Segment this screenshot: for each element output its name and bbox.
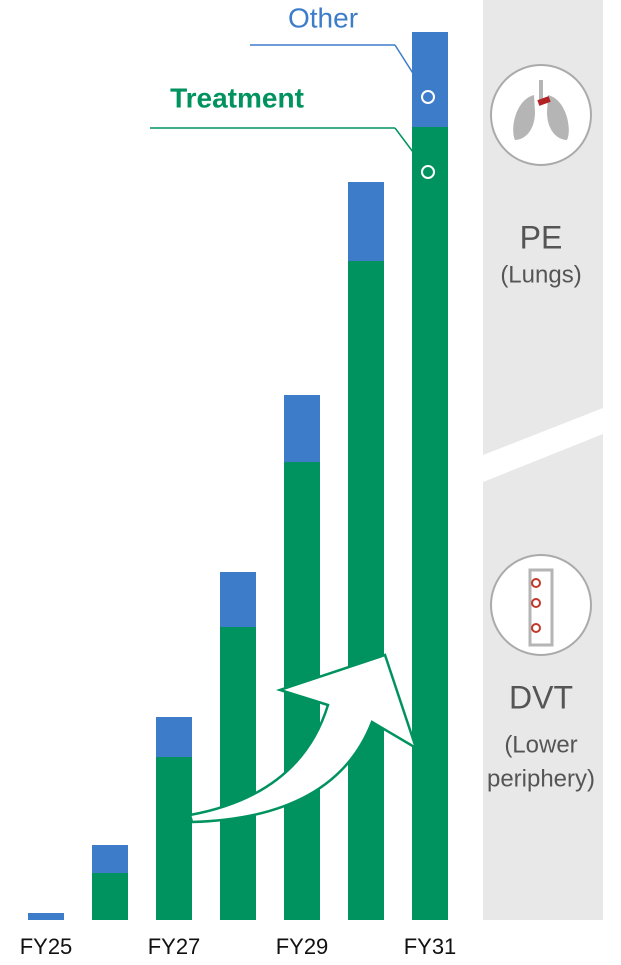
x-tick-label: FY27 bbox=[148, 934, 201, 959]
panel-title: DVT bbox=[509, 679, 573, 715]
lung-icon bbox=[491, 65, 591, 165]
bar-segment bbox=[92, 845, 128, 873]
panel-subtitle: periphery) bbox=[487, 765, 595, 792]
legend-label: Treatment bbox=[170, 82, 304, 113]
bar-segment bbox=[348, 182, 384, 261]
vein-icon bbox=[491, 555, 591, 655]
bar-segment bbox=[284, 395, 320, 462]
bar-segment bbox=[156, 757, 192, 920]
bar-segment bbox=[92, 873, 128, 920]
x-tick-label: FY31 bbox=[404, 934, 457, 959]
legend-label: Other bbox=[288, 2, 358, 33]
legend-dot bbox=[422, 166, 434, 178]
bar-segment bbox=[220, 627, 256, 920]
chart: PE (Lungs) DVT (Lower periphery) Other T… bbox=[0, 0, 621, 965]
panel-subtitle: (Lungs) bbox=[500, 261, 581, 288]
x-tick-label: FY25 bbox=[20, 934, 73, 959]
bar-segment bbox=[156, 717, 192, 757]
bar-segment bbox=[220, 572, 256, 627]
bar-segment bbox=[348, 261, 384, 920]
bar-segment bbox=[412, 127, 448, 920]
bar-segment bbox=[28, 913, 64, 920]
panel-subtitle: (Lower bbox=[504, 731, 577, 758]
panel-title: PE bbox=[520, 219, 563, 255]
x-tick-label: FY29 bbox=[276, 934, 329, 959]
legend-dot bbox=[422, 91, 434, 103]
bars bbox=[28, 32, 448, 920]
